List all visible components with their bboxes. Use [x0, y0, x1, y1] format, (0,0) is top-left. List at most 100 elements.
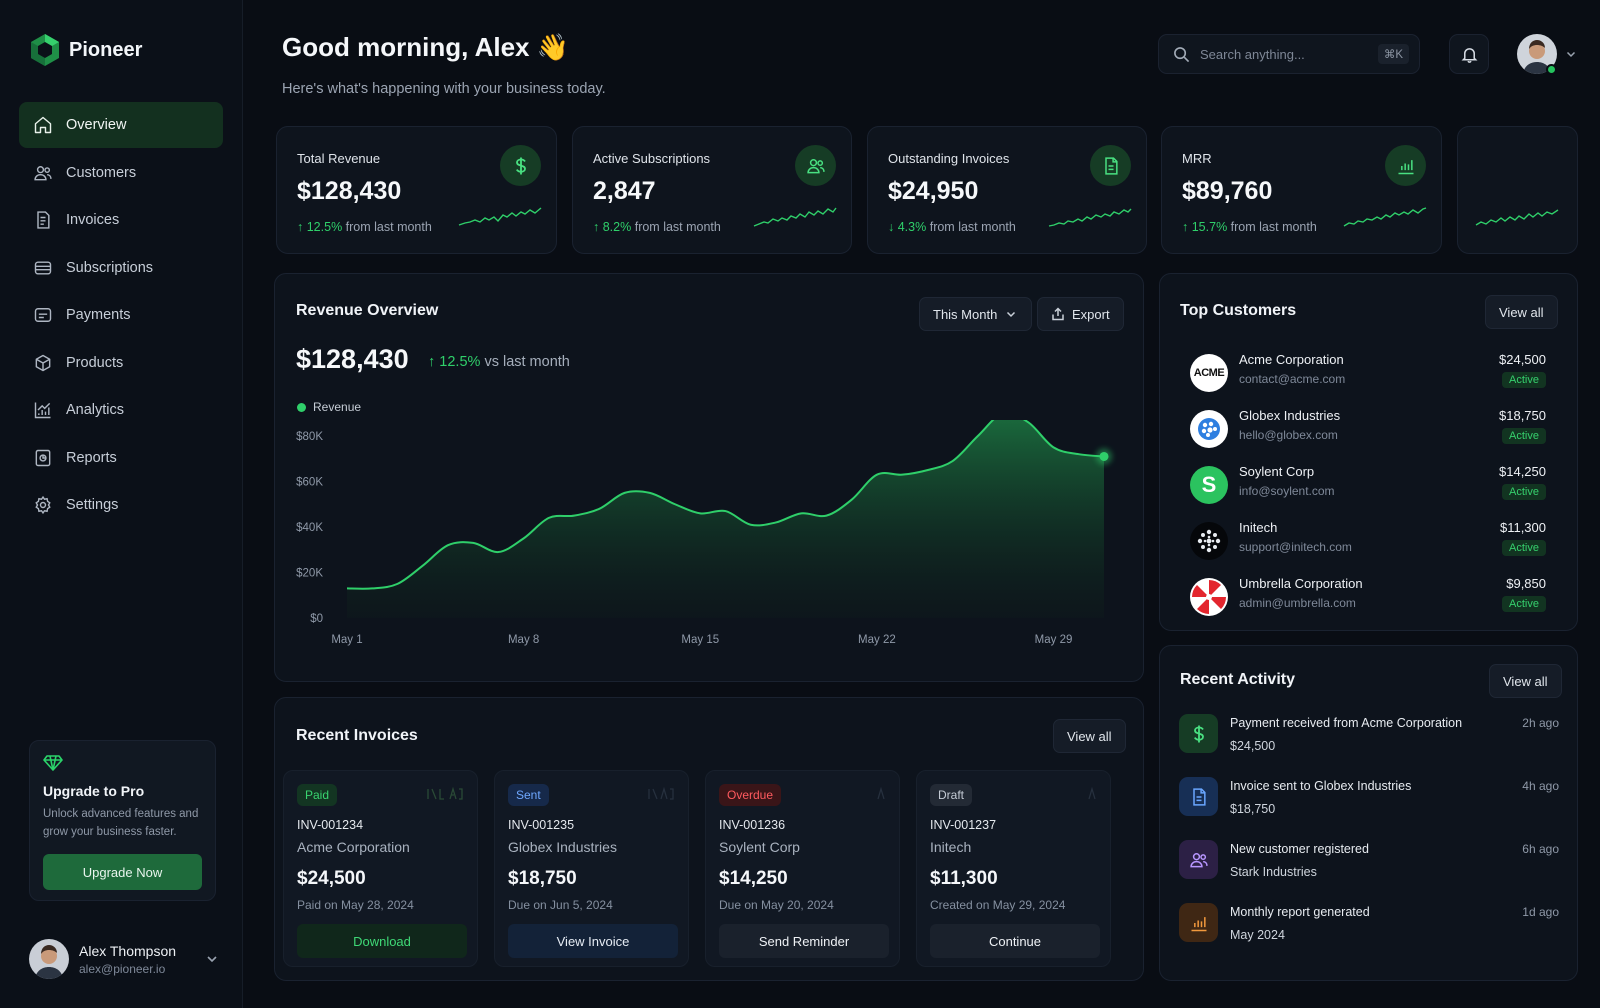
- status-badge: Active: [1502, 372, 1546, 388]
- search-input[interactable]: [1200, 46, 1370, 62]
- activity-title: New customer registered: [1230, 842, 1369, 856]
- user-profile-menu[interactable]: Alex Thompson alex@pioneer.io: [29, 938, 219, 980]
- chevron-down-icon: [207, 956, 217, 963]
- acme-logo-text: ACME: [1193, 367, 1225, 379]
- legend-dot: [297, 402, 306, 412]
- export-button[interactable]: Export: [1037, 297, 1124, 331]
- brand[interactable]: Pioneer: [30, 33, 142, 67]
- period-select[interactable]: This Month: [919, 297, 1033, 331]
- upgrade-now-button[interactable]: Upgrade Now: [43, 854, 202, 890]
- revenue-overview-title: Revenue Overview: [296, 302, 439, 319]
- customer-name: Initech: [1239, 520, 1278, 535]
- dollar-icon: [515, 157, 526, 174]
- sidebar-item-payments[interactable]: Payments: [19, 292, 223, 338]
- chart-icon: [34, 402, 51, 419]
- sidebar-item-label: Settings: [66, 497, 119, 513]
- dollar-icon: [1193, 725, 1204, 742]
- activity-item[interactable]: Invoice sent to Globex Industries $18,75…: [1179, 777, 1559, 827]
- activity-icon-badge: [1179, 903, 1218, 942]
- stat-card-partial[interactable]: [1457, 126, 1578, 254]
- status-badge: Sent: [508, 784, 549, 806]
- sidebar-item-overview[interactable]: Overview: [19, 102, 223, 148]
- activity-detail: May 2024: [1230, 928, 1285, 942]
- customer-email: support@initech.com: [1239, 540, 1352, 554]
- stat-card-active-subscriptions[interactable]: Active Subscriptions 2,847 ↑ 8.2% from l…: [572, 126, 852, 254]
- users-icon: [34, 165, 52, 180]
- send-reminder-button[interactable]: Send Reminder: [719, 924, 889, 958]
- sidebar-item-settings[interactable]: Settings: [19, 482, 223, 528]
- customer-row[interactable]: Initech support@initech.com $11,300 Acti…: [1190, 518, 1546, 562]
- sidebar-item-label: Reports: [66, 449, 117, 466]
- stat-card-mrr[interactable]: MRR $89,760 ↑ 15.7% from last month: [1161, 126, 1442, 254]
- status-badge: Overdue: [719, 784, 782, 806]
- customer-email: contact@acme.com: [1239, 372, 1346, 386]
- customer-row[interactable]: ACME Acme Corporation contact@acme.com $…: [1190, 350, 1546, 394]
- download-button[interactable]: Download: [297, 924, 467, 958]
- search-icon: [1174, 46, 1190, 62]
- invoice-company: Acme Corporation: [297, 839, 410, 855]
- y-tick-label: $0: [310, 613, 323, 625]
- chevron-down-icon[interactable]: [1565, 48, 1577, 60]
- x-tick-label: May 15: [681, 634, 719, 646]
- diamond-icon: [43, 755, 63, 771]
- bar-chart-icon: [1191, 916, 1206, 931]
- activity-item[interactable]: New customer registered Stark Industries…: [1179, 840, 1559, 890]
- activity-icon-badge: [1179, 840, 1218, 879]
- report-icon: [35, 449, 51, 466]
- view-invoice-button[interactable]: View Invoice: [508, 924, 678, 958]
- stat-delta: ↓ 4.3% from last month: [888, 220, 1016, 234]
- soylent-logo: S: [1190, 466, 1228, 504]
- trend-arrow: ↑: [1182, 220, 1189, 234]
- sidebar-nav: Overview Customers Invoices Subscription…: [19, 102, 223, 530]
- sidebar-item-analytics[interactable]: Analytics: [19, 387, 223, 433]
- notifications-button[interactable]: [1449, 34, 1489, 74]
- online-status-dot: [1546, 64, 1557, 75]
- users-icon: [806, 158, 825, 173]
- activity-item[interactable]: Payment received from Acme Corporation $…: [1179, 714, 1559, 764]
- activity-detail: $24,500: [1230, 739, 1276, 753]
- sidebar-item-invoices[interactable]: Invoices: [19, 197, 223, 243]
- customer-row[interactable]: Globex Industries hello@globex.com $18,7…: [1190, 406, 1546, 450]
- continue-button[interactable]: Continue: [930, 924, 1100, 958]
- sidebar-item-products[interactable]: Products: [19, 340, 223, 386]
- invoice-date: Created on May 29, 2024: [930, 898, 1066, 912]
- stat-delta-pct: 15.7%: [1191, 220, 1228, 234]
- bar-chart-icon: [1398, 159, 1413, 174]
- invoice-card[interactable]: Draft INV-001237 Initech $11,300 Created…: [916, 770, 1111, 967]
- customer-row[interactable]: S Soylent Corp info@soylent.com $14,250 …: [1190, 462, 1546, 506]
- activity-title: Invoice sent to Globex Industries: [1230, 779, 1412, 793]
- recent-activity-view-all-button[interactable]: View all: [1489, 664, 1562, 698]
- x-tick-label: May 29: [1035, 634, 1073, 646]
- invoice-card[interactable]: Overdue INV-001236 Soylent Corp $14,250 …: [705, 770, 900, 967]
- payment-icon: [34, 308, 52, 322]
- sidebar-item-label: Subscriptions: [66, 259, 154, 276]
- invoice-date: Due on Jun 5, 2024: [508, 898, 613, 912]
- stat-value: $89,760: [1182, 177, 1273, 205]
- activity-detail: $18,750: [1230, 802, 1276, 816]
- sparkline: [1475, 209, 1559, 226]
- bell-icon: [1461, 47, 1477, 63]
- search-bar[interactable]: ⌘K: [1158, 34, 1420, 74]
- stat-card-total-revenue[interactable]: Total Revenue $128,430 ↑ 12.5% from last…: [276, 126, 557, 254]
- sidebar-item-reports[interactable]: Reports: [19, 435, 223, 481]
- stat-delta-pct: 8.2%: [602, 220, 632, 234]
- top-customers-view-all-button[interactable]: View all: [1485, 295, 1558, 329]
- activity-item[interactable]: Monthly report generated May 2024 1d ago: [1179, 903, 1559, 953]
- revenue-area-chart[interactable]: $0 $20K $40K $60K $80K May 1 May 8 May 15 May 22…: [282, 420, 1122, 660]
- stat-card-outstanding-invoices[interactable]: Outstanding Invoices $24,950 ↓ 4.3% from…: [867, 126, 1147, 254]
- y-tick-label: $80K: [296, 431, 323, 443]
- search-shortcut: ⌘K: [1377, 44, 1409, 64]
- invoice-card[interactable]: Sent INV-001235 Globex Industries $18,75…: [494, 770, 689, 967]
- sidebar-item-subscriptions[interactable]: Subscriptions: [19, 245, 223, 291]
- invoice-watermark-icon: [427, 787, 463, 800]
- recent-invoices-view-all-button[interactable]: View all: [1053, 719, 1126, 753]
- page-subtitle: Here's what's happening with your busine…: [282, 81, 606, 97]
- sidebar-item-customers[interactable]: Customers: [19, 150, 223, 196]
- subscriptions-icon: [34, 260, 52, 275]
- customer-row[interactable]: Umbrella Corporation admin@umbrella.com …: [1190, 574, 1546, 618]
- y-tick-label: $20K: [296, 568, 323, 580]
- stat-delta-suffix: from last month: [345, 220, 432, 234]
- export-label: Export: [1072, 306, 1110, 322]
- invoice-number: INV-001235: [508, 818, 575, 832]
- invoice-card[interactable]: Paid INV-001234 Acme Corporation $24,500…: [283, 770, 478, 967]
